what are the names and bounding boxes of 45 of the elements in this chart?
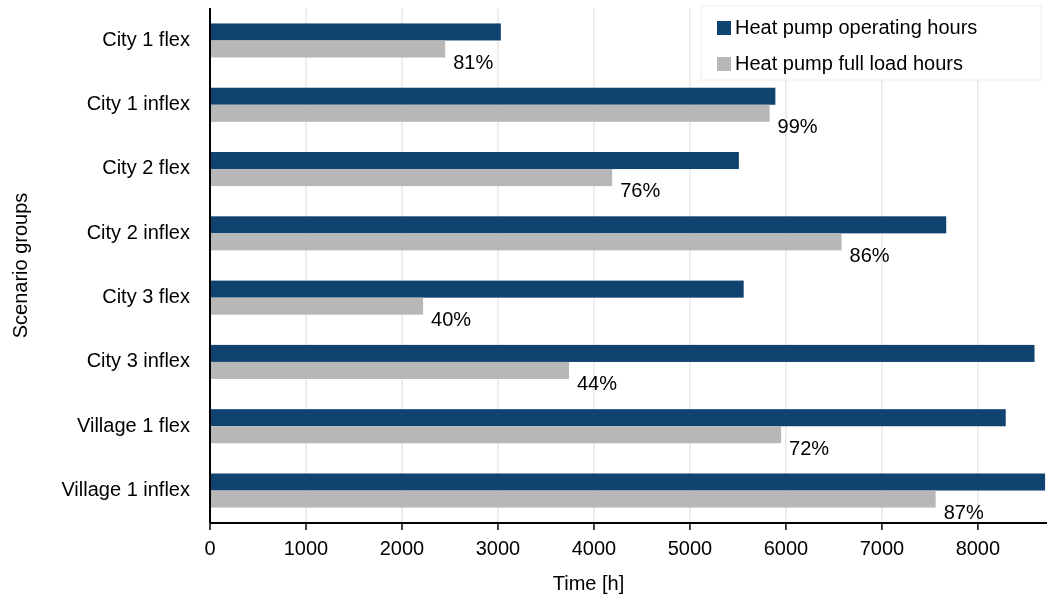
- y-tick-label: City 2 inflex: [86, 220, 190, 243]
- bar: [210, 152, 739, 170]
- bar: [210, 409, 1006, 427]
- x-tick-label: 1000: [283, 537, 329, 559]
- y-tick-label: City 2 flex: [102, 156, 190, 179]
- annotation: 76%: [620, 179, 661, 202]
- x-tick-label: 8000: [955, 537, 1001, 559]
- bar: [210, 361, 569, 379]
- annotation: 87%: [943, 500, 984, 523]
- y-tick-label: City 1 inflex: [86, 92, 190, 115]
- x-tick-label: 3000: [475, 537, 521, 559]
- x-tick-label: 2000: [379, 537, 425, 559]
- bar: [210, 490, 936, 508]
- x-tick-label: 6000: [763, 537, 809, 559]
- bar: [210, 23, 501, 41]
- annotation: 81%: [453, 50, 494, 73]
- bar: [210, 473, 1046, 491]
- annotation: 44%: [576, 372, 618, 395]
- bar: [210, 344, 1035, 362]
- bar: [210, 297, 424, 315]
- x-tick-label: 7000: [859, 537, 905, 559]
- bar: [210, 280, 744, 298]
- x-axis-title: Time [h]: [552, 572, 625, 594]
- y-tick-label: City 3 flex: [102, 284, 190, 307]
- bar: [210, 216, 947, 234]
- bar: [210, 169, 613, 187]
- x-tick-label: 0: [204, 537, 216, 559]
- y-tick-label: City 3 inflex: [86, 349, 190, 372]
- y-tick-label: City 1 flex: [102, 27, 190, 50]
- bar: [210, 426, 782, 444]
- bar: [210, 40, 446, 58]
- bar: [210, 104, 770, 122]
- x-tick-label: 4000: [571, 537, 617, 559]
- bar: [210, 233, 842, 251]
- annotation: 86%: [849, 243, 890, 266]
- annotation: 40%: [431, 307, 472, 330]
- legend-label: Heat pump full load hours: [735, 52, 963, 75]
- legend-label: Heat pump operating hours: [735, 16, 978, 39]
- y-axis-title: Scenario groups: [9, 192, 31, 339]
- x-tick-label: 5000: [667, 537, 713, 559]
- annotation: 99%: [777, 115, 818, 138]
- y-tick-label: Village 1 flex: [76, 413, 190, 436]
- bar: [210, 87, 776, 105]
- annotation: 72%: [789, 436, 830, 459]
- y-tick-label: Village 1 inflex: [61, 477, 190, 500]
